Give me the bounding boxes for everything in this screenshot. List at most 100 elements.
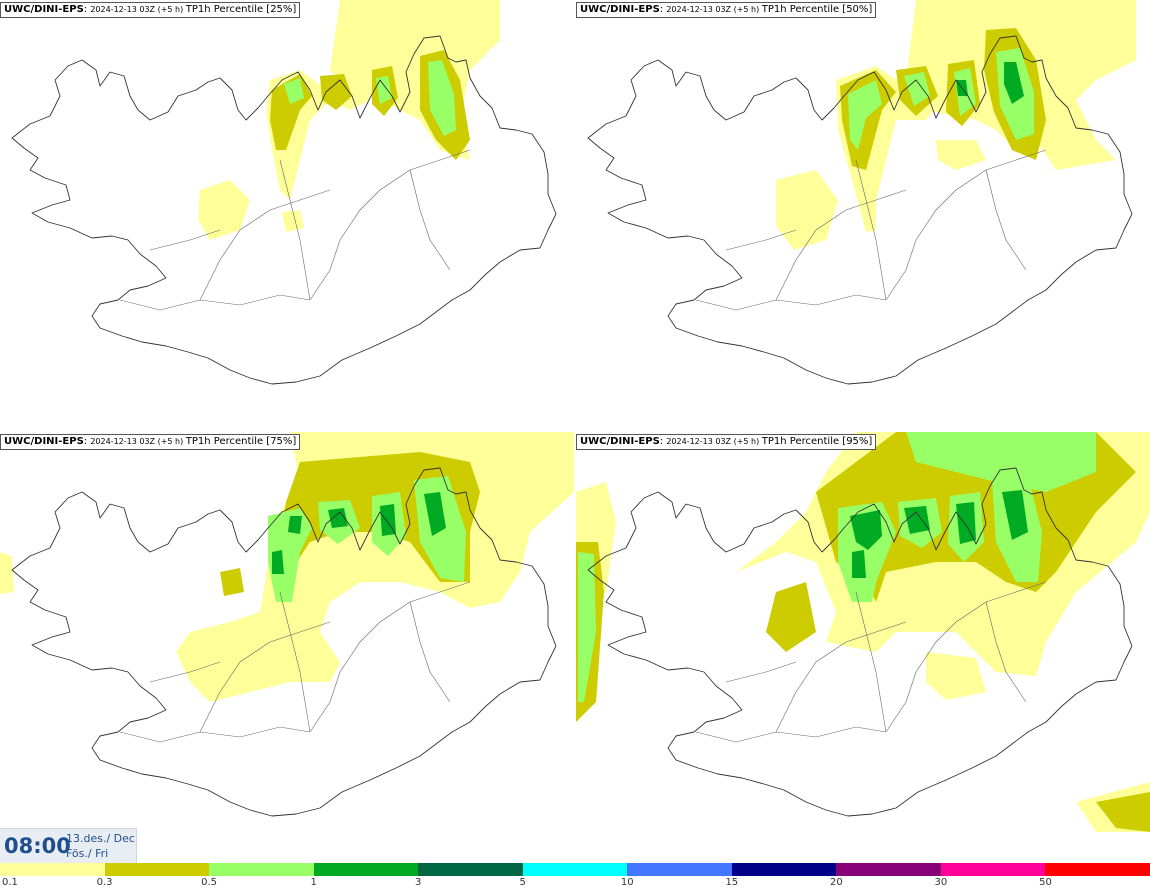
model-name: UWC/DINI-EPS [4,4,84,15]
panel-title: UWC/DINI-EPS: 2024-12-13 03Z (+5 h) TP1h… [0,2,301,18]
road-line-0 [119,294,311,311]
precip-field-7 [1096,792,1150,832]
road-line-2 [775,621,907,733]
road-line-3 [149,229,221,251]
valid-weekday: Fös./ Fri [66,847,109,860]
legend-swatch [836,863,942,876]
road-line-0 [695,294,887,311]
precip-field-8 [288,516,302,534]
legend-swatch [104,863,210,876]
precip-field-8 [578,552,596,702]
precip-field-10 [428,60,456,136]
precip-field-8 [848,80,882,150]
legend-tick: 0.3 [96,877,113,888]
field-title: TP1h Percentile [50%] [761,4,873,15]
precip-field-18 [852,550,866,578]
road-line-1 [885,149,1047,301]
road-line-5 [409,169,451,271]
valid-time: 08:00 [4,834,71,858]
road-line-3 [725,661,797,683]
legend-swatch [1045,863,1150,876]
precip-field-9 [906,432,1096,492]
legend-tick: 3 [414,877,422,888]
precip-field-9 [328,508,348,528]
panel-title: UWC/DINI-EPS: 2024-12-13 03Z (+5 h) TP1h… [576,434,877,450]
model-name: UWC/DINI-EPS [580,4,660,15]
legend-tick: 1 [310,877,317,888]
precip-field-1 [0,552,14,594]
model-name: UWC/DINI-EPS [4,436,84,447]
color-legend: 0.1 0.3 0.5 1 3 5 10 15 20 30 50 [0,863,1150,891]
run-time: 2024-12-13 03Z (+5 h) [90,437,186,446]
road-line-3 [149,661,221,683]
legend-swatch [313,863,419,876]
precip-field-5 [320,74,352,110]
legend-tick: 5 [519,877,526,888]
precip-field-17 [1002,490,1028,540]
road-line-4 [279,591,311,733]
legend-swatch [627,863,733,876]
panel-title: UWC/DINI-EPS: 2024-12-13 03Z (+5 h) TP1h… [0,434,301,450]
precip-field-11 [424,492,446,536]
road-line-4 [279,159,311,301]
legend-tick: 0.5 [201,877,218,888]
field-title: TP1h Percentile [75%] [185,436,297,447]
map-panel-95: UWC/DINI-EPS: 2024-12-13 03Z (+5 h) TP1h… [576,432,1150,862]
precip-field-3 [220,568,244,596]
road-line-1 [885,581,1047,733]
road-line-0 [695,726,887,743]
iceland-coastline [11,35,557,385]
precip-field-2 [776,170,838,250]
precip-field-3 [936,140,986,170]
valid-date: 13.des./ Dec [66,832,135,845]
panel-title: UWC/DINI-EPS: 2024-12-13 03Z (+5 h) TP1h… [576,2,877,18]
precip-field-13 [1004,62,1024,104]
run-time: 2024-12-13 03Z (+5 h) [666,437,762,446]
legend-tick: 20 [829,877,843,888]
run-time: 2024-12-13 03Z (+5 h) [90,5,186,14]
precip-field-3 [282,210,304,232]
road-line-5 [985,601,1027,703]
precipitation-map [587,0,1136,385]
legend-tick: 50 [1039,877,1052,888]
precip-field-12 [272,550,284,574]
precip-field-9 [904,72,930,106]
legend-swatch [940,863,1046,876]
map-panel-75: UWC/DINI-EPS: 2024-12-13 03Z (+5 h) TP1h… [0,432,574,862]
legend-swatch [209,863,315,876]
precip-field-4 [268,508,312,602]
iceland-coastline [587,35,1133,385]
model-name: UWC/DINI-EPS [580,436,660,447]
road-line-2 [199,189,331,301]
legend-swatch [522,863,628,876]
road-line-5 [985,169,1027,271]
precip-field-5 [766,582,816,652]
field-title: TP1h Percentile [25%] [185,4,297,15]
road-line-0 [119,726,311,743]
road-line-2 [775,189,907,301]
road-line-2 [199,621,331,733]
precip-field-15 [904,506,930,534]
road-line-4 [855,159,887,301]
legend-tick: 30 [934,877,948,888]
iceland-coastline [587,467,1133,817]
iceland-coastline [11,467,557,817]
precipitation-map [0,432,574,817]
legend-swatch [0,863,105,876]
precip-field-8 [284,78,304,104]
precip-field-9 [376,76,392,104]
map-panel-25: UWC/DINI-EPS: 2024-12-13 03Z (+5 h) TP1h… [0,0,574,430]
road-line-3 [725,229,797,251]
legend-swatch [418,863,524,876]
road-line-4 [855,591,887,733]
valid-time-box: 08:00 13.des./ Dec Fös./ Fri [0,828,137,863]
run-time: 2024-12-13 03Z (+5 h) [666,5,762,14]
road-line-5 [409,601,451,703]
map-panel-50: UWC/DINI-EPS: 2024-12-13 03Z (+5 h) TP1h… [576,0,1150,430]
precipitation-map [11,0,557,385]
legend-tick: 15 [725,877,739,888]
legend-swatch [731,863,837,876]
field-title: TP1h Percentile [95%] [761,436,873,447]
legend-tick: 10 [620,877,634,888]
precipitation-map [576,432,1150,832]
